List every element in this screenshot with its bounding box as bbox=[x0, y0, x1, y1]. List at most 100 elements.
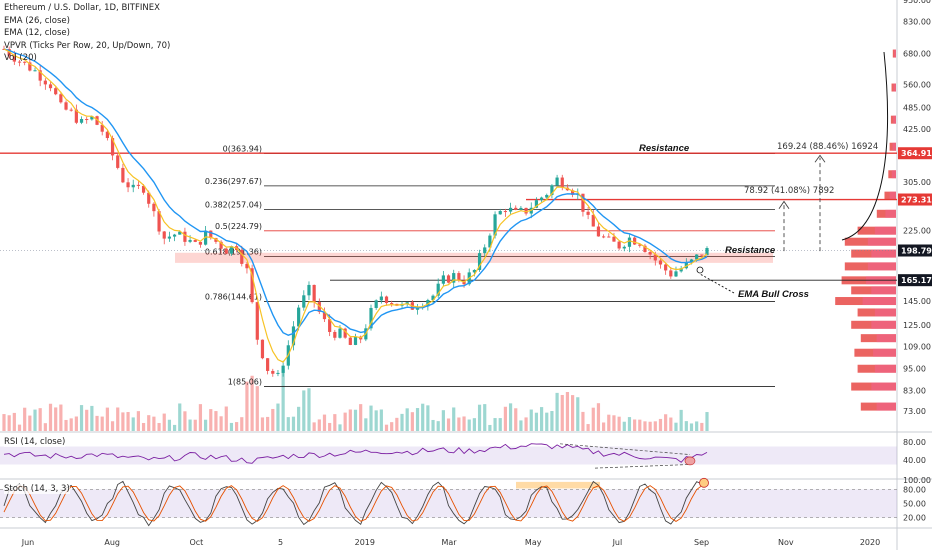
volume-bar bbox=[276, 403, 280, 431]
price-tick-label: 950.00 bbox=[903, 0, 931, 5]
candle-body bbox=[131, 184, 135, 188]
candle-body bbox=[643, 245, 647, 253]
candle-body bbox=[43, 80, 47, 85]
candle-body bbox=[374, 300, 378, 308]
volume-bar bbox=[43, 423, 47, 431]
volume-bar bbox=[338, 424, 342, 431]
vpvr-row-up bbox=[874, 364, 896, 373]
volume-bar bbox=[2, 414, 6, 431]
candle-body bbox=[452, 273, 456, 283]
time-tick-label: May bbox=[525, 538, 542, 547]
candle-body bbox=[534, 200, 539, 208]
candle-body bbox=[95, 116, 99, 125]
candle-body bbox=[648, 252, 652, 255]
vol-legend: Vol (20) bbox=[4, 53, 37, 63]
candle-body bbox=[333, 331, 337, 338]
price-tick-label: 83.00 bbox=[903, 386, 926, 395]
candle-body bbox=[291, 326, 296, 346]
candle-body bbox=[38, 70, 42, 81]
volume-bar bbox=[379, 409, 383, 431]
candle-body bbox=[85, 119, 89, 121]
time-tick-label: Oct bbox=[189, 538, 203, 547]
volume-bar bbox=[560, 394, 564, 431]
volume-bar bbox=[121, 412, 125, 431]
volume-bar bbox=[498, 418, 502, 431]
volume-bar bbox=[384, 424, 389, 431]
time-tick-label: 2020 bbox=[860, 538, 880, 547]
volume-bar bbox=[488, 424, 492, 431]
candle-body bbox=[214, 238, 218, 242]
candle-body bbox=[54, 88, 58, 95]
time-tick-label: Jun bbox=[21, 538, 35, 547]
volume-bar bbox=[48, 403, 53, 431]
volume-bar bbox=[328, 422, 332, 431]
vpvr-row-up bbox=[893, 83, 896, 92]
candle-body bbox=[684, 261, 688, 269]
volume-bar bbox=[240, 417, 244, 431]
volume-bar bbox=[193, 419, 197, 431]
volume-bar bbox=[529, 409, 533, 431]
volume-bar bbox=[235, 422, 239, 431]
volume-bar bbox=[545, 412, 549, 431]
stoch-cross-marker bbox=[699, 477, 709, 488]
candle-body bbox=[317, 302, 321, 312]
ema12-legend: EMA (12, close) bbox=[4, 28, 70, 38]
candle-body bbox=[384, 296, 389, 304]
volume-bar bbox=[426, 405, 430, 431]
volume-bar bbox=[664, 414, 668, 431]
candle-body bbox=[415, 308, 420, 310]
price-tick-label: 485.00 bbox=[903, 104, 931, 113]
volume-bar bbox=[7, 415, 11, 431]
candle-body bbox=[426, 300, 430, 307]
candle-body bbox=[152, 203, 156, 212]
candle-body bbox=[33, 70, 37, 72]
candle-body bbox=[250, 268, 254, 303]
candle-body bbox=[369, 307, 373, 329]
volume-bar bbox=[183, 411, 187, 431]
candle-body bbox=[28, 62, 32, 71]
candle-body bbox=[488, 235, 492, 248]
candle-body bbox=[64, 102, 68, 110]
price-tick-label: 305.00 bbox=[903, 178, 931, 187]
parabolic-curve bbox=[841, 51, 889, 241]
stoch-label: Stoch (14, 3, 3) bbox=[4, 484, 70, 494]
candle-body bbox=[519, 207, 523, 210]
candle-body bbox=[100, 124, 104, 132]
price-tag-resistance_high bbox=[898, 147, 932, 160]
volume-bar bbox=[116, 407, 120, 431]
volume-bar bbox=[591, 407, 595, 431]
volume-bar bbox=[105, 407, 109, 431]
volume-bar bbox=[503, 406, 508, 431]
ema-cross-marker bbox=[696, 266, 704, 274]
rsi-trend-top bbox=[559, 443, 691, 455]
volume-bar bbox=[390, 422, 394, 431]
volume-bar bbox=[141, 422, 146, 431]
volume-bar bbox=[679, 409, 683, 431]
volume-bar bbox=[64, 419, 68, 431]
candle-body bbox=[571, 190, 575, 195]
volume-bar bbox=[374, 410, 378, 431]
candle-body bbox=[607, 236, 611, 238]
ema26-legend: EMA (26, close) bbox=[4, 15, 70, 26]
candle-body bbox=[555, 177, 559, 186]
candle-body bbox=[514, 207, 518, 210]
volume-bar bbox=[653, 421, 657, 431]
candle-body bbox=[550, 185, 554, 195]
candle-body bbox=[498, 211, 502, 215]
candle-body bbox=[255, 302, 259, 340]
candle-body bbox=[167, 236, 172, 239]
candle-body bbox=[322, 311, 327, 320]
candle-body bbox=[441, 275, 445, 284]
volume-bar bbox=[421, 403, 425, 431]
volume-bar bbox=[307, 388, 311, 431]
volume-bar bbox=[658, 418, 663, 431]
volume-bar bbox=[302, 390, 306, 431]
ema-bull-cross-label: EMA Bull Cross bbox=[738, 289, 809, 300]
volume-bar bbox=[157, 423, 161, 431]
volume-bar bbox=[576, 397, 580, 431]
volume-bar bbox=[457, 417, 461, 431]
candle-body bbox=[633, 237, 637, 245]
candle-body bbox=[12, 55, 16, 62]
candle-body bbox=[695, 254, 699, 260]
